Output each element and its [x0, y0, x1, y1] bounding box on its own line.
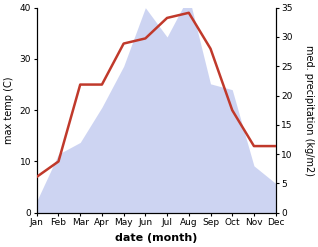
- Y-axis label: max temp (C): max temp (C): [4, 76, 14, 144]
- Y-axis label: med. precipitation (kg/m2): med. precipitation (kg/m2): [304, 45, 314, 176]
- X-axis label: date (month): date (month): [115, 233, 197, 243]
